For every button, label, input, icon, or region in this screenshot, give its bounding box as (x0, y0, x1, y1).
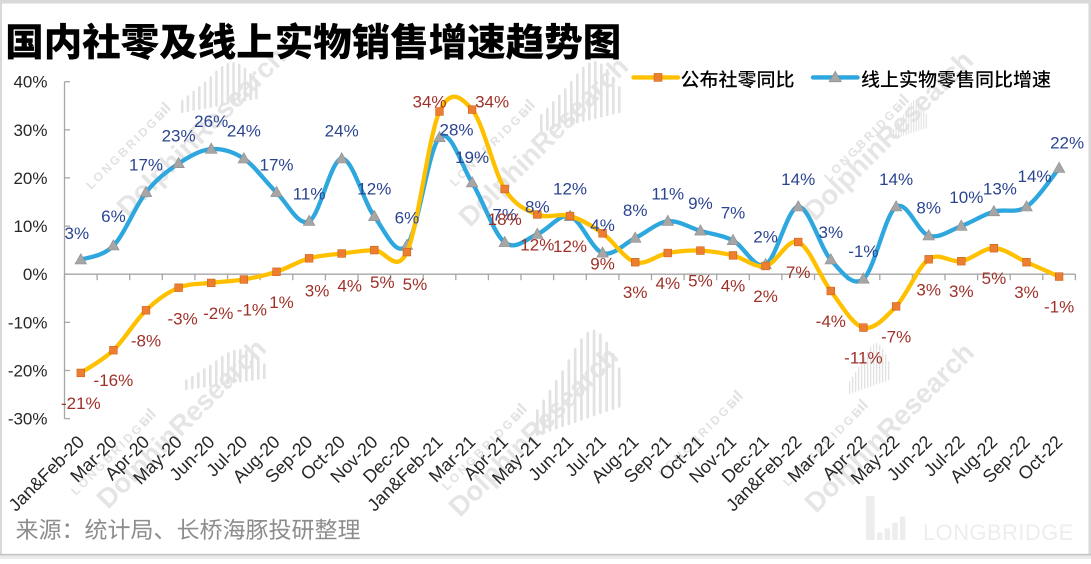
svg-text:3%: 3% (65, 224, 90, 243)
svg-text:3%: 3% (949, 282, 974, 301)
svg-text:3%: 3% (623, 283, 648, 302)
svg-text:0%: 0% (23, 265, 48, 284)
svg-text:19%: 19% (455, 148, 489, 167)
svg-text:17%: 17% (129, 155, 163, 174)
svg-text:-7%: -7% (881, 327, 911, 346)
svg-text:14%: 14% (781, 170, 815, 189)
svg-text:-1%: -1% (1044, 298, 1074, 317)
svg-text:9%: 9% (688, 194, 713, 213)
svg-text:2%: 2% (753, 287, 778, 306)
svg-text:11%: 11% (293, 184, 326, 203)
svg-text:-1%: -1% (848, 242, 878, 261)
svg-text:34%: 34% (412, 93, 446, 112)
svg-text:13%: 13% (983, 180, 1017, 199)
svg-text:-16%: -16% (94, 371, 134, 390)
svg-text:23%: 23% (162, 127, 196, 146)
svg-text:10%: 10% (13, 217, 47, 236)
svg-text:LONGBRIDGE: LONGBRIDGE (923, 520, 1074, 545)
svg-text:24%: 24% (227, 122, 261, 141)
svg-text:4%: 4% (721, 276, 746, 295)
svg-text:-30%: -30% (8, 410, 48, 429)
svg-text:24%: 24% (325, 122, 359, 141)
svg-text:22%: 22% (1050, 133, 1084, 152)
svg-text:-3%: -3% (167, 310, 197, 329)
svg-text:26%: 26% (194, 112, 228, 131)
svg-text:12%: 12% (553, 237, 587, 256)
svg-text:3%: 3% (819, 223, 844, 242)
svg-text:-4%: -4% (816, 312, 846, 331)
svg-text:8%: 8% (623, 201, 648, 220)
svg-text:6%: 6% (395, 208, 420, 227)
svg-text:20%: 20% (13, 169, 47, 188)
svg-text:28%: 28% (439, 121, 473, 140)
svg-text:6%: 6% (101, 207, 126, 226)
svg-text:7%: 7% (786, 263, 811, 282)
svg-text:30%: 30% (13, 121, 47, 140)
svg-text:3%: 3% (1014, 283, 1039, 302)
svg-text:9%: 9% (590, 254, 615, 273)
svg-text:10%: 10% (949, 188, 983, 207)
svg-text:18%: 18% (488, 210, 522, 229)
svg-text:40%: 40% (13, 73, 47, 92)
svg-text:1%: 1% (269, 293, 294, 312)
svg-text:-1%: -1% (237, 301, 267, 320)
svg-text:12%: 12% (357, 179, 391, 198)
svg-text:-20%: -20% (8, 362, 48, 381)
svg-text:8%: 8% (916, 199, 941, 218)
svg-text:3%: 3% (916, 280, 941, 299)
svg-text:-2%: -2% (203, 304, 233, 323)
svg-text:5%: 5% (370, 273, 395, 292)
svg-text:8%: 8% (525, 197, 550, 216)
svg-text:5%: 5% (982, 269, 1007, 288)
svg-text:5%: 5% (688, 272, 713, 291)
svg-text:4%: 4% (337, 277, 362, 296)
svg-text:14%: 14% (879, 170, 913, 189)
svg-text:-8%: -8% (131, 331, 161, 350)
svg-text:11%: 11% (651, 184, 684, 203)
svg-text:4%: 4% (656, 274, 681, 293)
svg-text:-10%: -10% (8, 313, 48, 332)
svg-text:34%: 34% (475, 93, 509, 112)
svg-text:4%: 4% (590, 216, 615, 235)
svg-text:-11%: -11% (844, 349, 882, 368)
svg-text:-21%: -21% (61, 394, 101, 413)
svg-text:2%: 2% (753, 228, 778, 247)
svg-text:12%: 12% (520, 236, 554, 255)
svg-text:14%: 14% (1017, 167, 1051, 186)
svg-text:5%: 5% (403, 275, 428, 294)
svg-text:7%: 7% (721, 204, 746, 223)
svg-text:3%: 3% (305, 281, 330, 300)
svg-text:17%: 17% (259, 155, 293, 174)
svg-text:12%: 12% (553, 179, 587, 198)
